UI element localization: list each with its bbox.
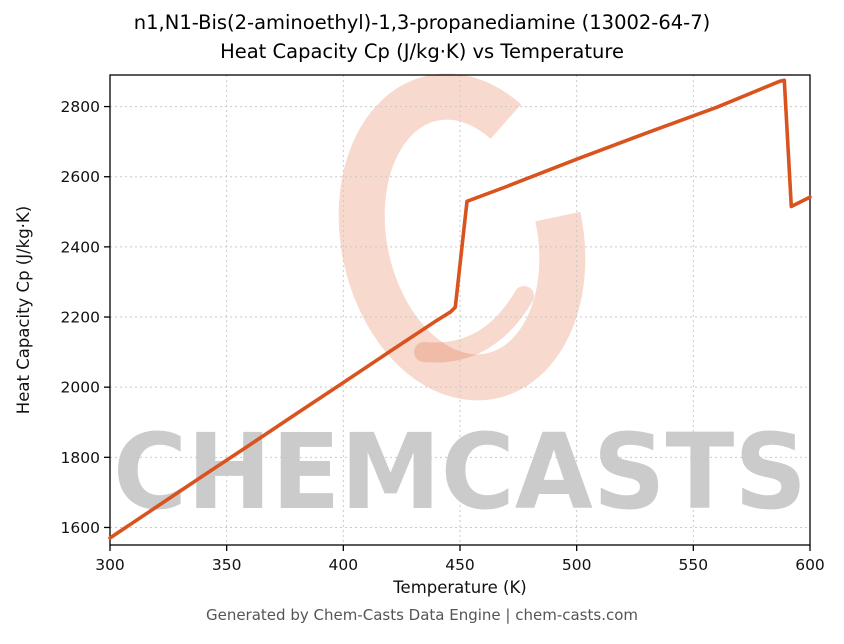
svg-text:450: 450 — [445, 556, 475, 574]
watermark-text: CHEMCASTS — [113, 411, 807, 533]
svg-text:350: 350 — [212, 556, 242, 574]
svg-text:2400: 2400 — [61, 238, 100, 256]
watermark-logo-icon — [338, 73, 586, 401]
x-axis-label: Temperature (K) — [392, 578, 526, 597]
svg-text:2600: 2600 — [61, 168, 100, 186]
svg-text:400: 400 — [329, 556, 359, 574]
svg-text:2200: 2200 — [61, 309, 100, 327]
svg-text:2000: 2000 — [61, 379, 100, 397]
svg-text:600: 600 — [795, 556, 825, 574]
chart-title-block: n1,N1-Bis(2-aminoethyl)-1,3-propanediami… — [0, 8, 844, 66]
cp-series-line — [108, 78, 812, 540]
svg-text:1600: 1600 — [61, 519, 100, 537]
y-axis-label: Heat Capacity Cp (J/kg·K) — [14, 206, 33, 414]
chart-title: n1,N1-Bis(2-aminoethyl)-1,3-propanediami… — [133, 11, 711, 34]
svg-text:550: 550 — [679, 556, 709, 574]
svg-text:2800: 2800 — [61, 98, 100, 116]
svg-text:1800: 1800 — [61, 449, 100, 467]
svg-text:300: 300 — [95, 556, 125, 574]
chart-subtitle: Heat Capacity Cp (J/kg·K) vs Temperature — [220, 40, 624, 63]
footer-credit: Generated by Chem-Casts Data Engine | ch… — [205, 606, 639, 624]
chart-canvas: CHEMCASTS 300 350 400 450 500 550 600 1600 1800 20… — [14, 73, 825, 597]
svg-text:500: 500 — [562, 556, 592, 574]
